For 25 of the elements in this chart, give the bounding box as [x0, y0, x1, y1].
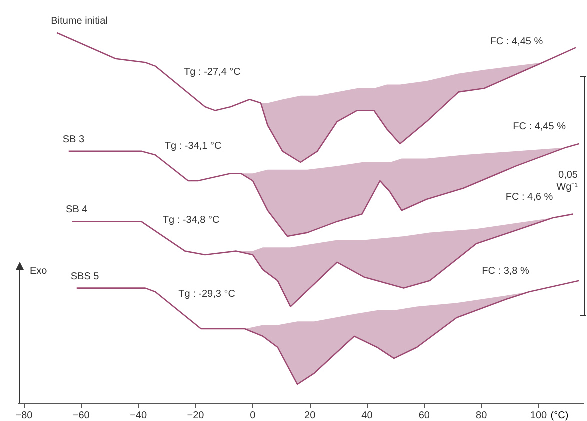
x-tick-label: 60	[418, 410, 430, 421]
x-tick-label: 20	[304, 410, 316, 421]
x-tick-label: −60	[72, 410, 90, 421]
x-tick-label: 100	[530, 410, 548, 421]
annotation: Tg : -29,3 °C	[178, 289, 236, 300]
x-tick-label: 40	[362, 410, 374, 421]
annotation: FC : 4,45 %	[513, 122, 566, 133]
x-tick-label: −20	[187, 410, 205, 421]
series-label: SB 4	[66, 204, 88, 216]
annotation: Tg : -34,1 °C	[164, 141, 222, 152]
series-label: Bitume initial	[51, 16, 108, 27]
x-axis-title: (°C)	[550, 410, 569, 421]
x-tick-label: 0	[250, 410, 256, 421]
series-label: SB 3	[62, 134, 85, 146]
x-tick-label: −40	[130, 410, 148, 421]
annotation: FC : 4,45 %	[490, 36, 544, 48]
annotation: Tg : -27,4 °C	[184, 67, 241, 78]
annotation: Exo	[30, 266, 48, 277]
x-tick-label: −80	[16, 410, 34, 421]
annotation: 0,05 Wg⁻¹	[556, 170, 579, 193]
annotation: FC : 4,6 %	[506, 192, 554, 203]
series-label: SBS 5	[70, 271, 100, 282]
annotation: FC : 3,8 %	[482, 266, 530, 277]
annotation: Tg : -34,8 °C	[162, 215, 220, 226]
x-tick-label: 80	[476, 410, 488, 421]
